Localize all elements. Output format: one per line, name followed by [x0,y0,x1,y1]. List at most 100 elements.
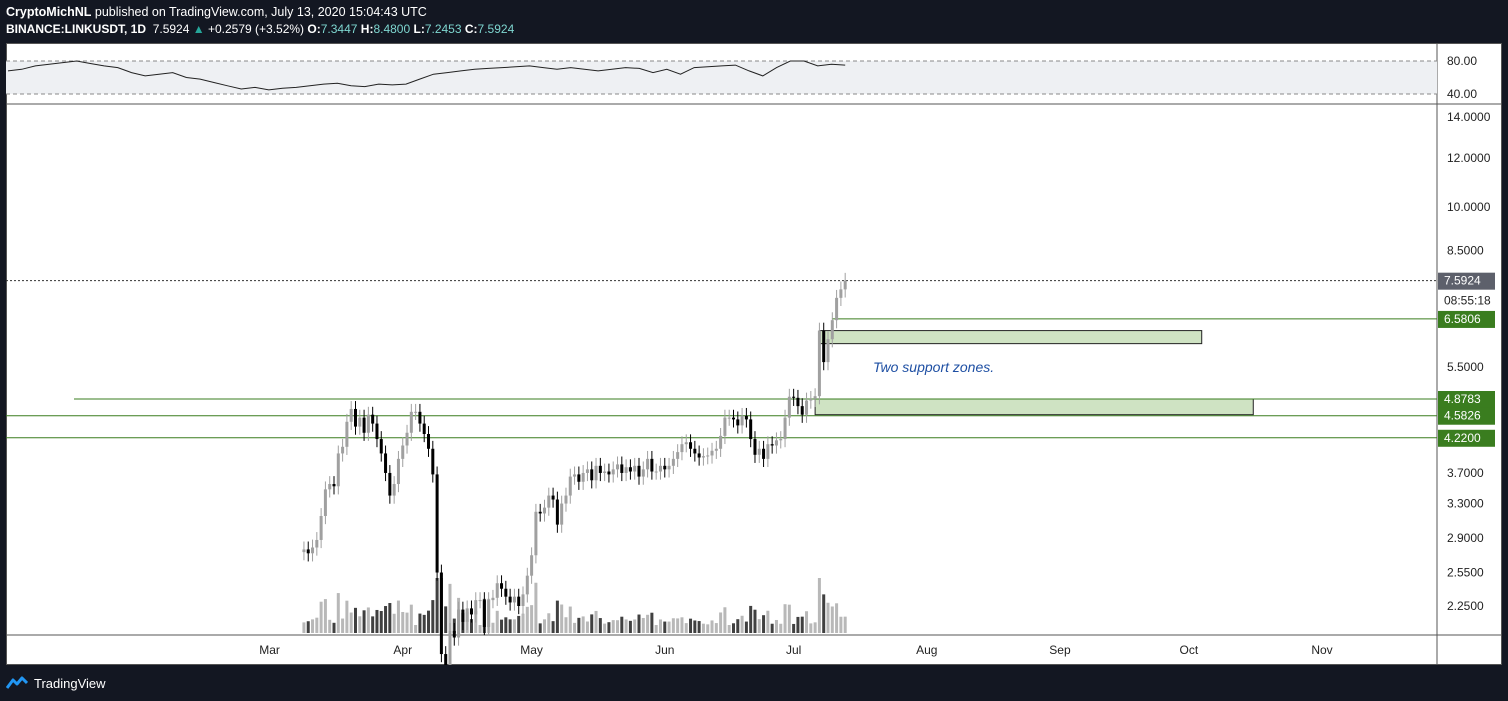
support-zone[interactable] [818,330,1203,345]
candle-body [800,406,804,415]
candle-body [689,442,693,449]
candle-body [654,471,658,473]
candle-body [328,484,332,490]
price-tick-label: 12.0000 [1447,151,1491,165]
volume-bar [474,611,478,633]
candle-body [753,439,757,455]
volume-bar [749,605,753,633]
volume-bar [375,609,379,633]
volume-bar [620,616,624,633]
volume-bar [598,618,602,633]
volume-bar [792,623,796,633]
brand-name[interactable]: TradingView [34,675,106,691]
level-price-badge-bg [1438,429,1495,447]
candle-body [603,471,607,473]
candle-body [650,458,654,472]
rsi-tick-label: 80.00 [1447,54,1477,68]
volume-bar [328,619,332,633]
level-price-badge: 4.2200 [1444,431,1481,445]
volume-bar [315,617,319,633]
volume-bar [689,618,693,633]
candle-body [306,549,310,554]
volume-bar [530,605,534,633]
volume-bar [663,621,667,633]
candle-body [817,330,821,397]
candle-body [719,435,723,449]
volume-bar [839,616,843,633]
up-arrow-icon: ▲ [192,22,205,36]
volume-bar [512,619,516,633]
candle-body [319,515,323,540]
time-tick-label: Jun [655,643,674,657]
volume-bar [435,578,439,633]
candle-body [358,417,362,427]
volume-bar [538,623,542,633]
low-value: 7.2453 [424,22,462,36]
volume-bar [495,610,499,633]
publish-line: CryptoMichNL published on TradingView.co… [6,4,514,21]
countdown-badge: 08:55:18 [1444,294,1491,308]
candle-body [714,448,718,451]
time-tick-label: Nov [1311,643,1332,657]
candle-body [551,495,555,500]
candle-body [740,415,744,426]
candle-body [353,408,357,427]
current-price-badge-bg [1438,272,1495,290]
candle-body [727,417,731,419]
volume-bar [753,609,757,633]
candle-body [384,453,388,473]
candle-body [616,464,620,470]
volume-bar [693,620,697,633]
chart-canvas[interactable]: 80.00 40.00 Two support zones. 14.0000 12.00… [6,43,1502,682]
volume-bar [796,616,800,633]
candle-body [452,630,456,638]
time-tick-label: May [520,643,543,657]
candle-body [375,423,379,440]
candle-body [495,583,499,598]
annotation-text: Two support zones. [873,359,994,375]
countdown-badge-bg [1438,292,1495,310]
volume-bar [654,625,658,633]
volume-bar [323,599,327,633]
candle-body [474,600,478,615]
candle-body [839,289,843,298]
symbol-label[interactable]: BINANCE:LINKUSDT, 1D [6,22,147,36]
candle-body [667,465,671,470]
candle-body [577,474,581,482]
volume-bar [805,611,809,633]
price-tick-label: 2.5500 [1447,566,1484,580]
candle-body [658,465,662,472]
volume-bar [611,620,615,633]
candle-body [792,396,796,398]
candle-body [620,464,624,473]
candle-body [697,453,701,458]
volume-bar [779,623,783,633]
volume-bar [641,617,645,633]
volume-bar [590,614,594,633]
candle-body [633,465,637,472]
candle-body [594,465,598,481]
level-price-badge-bg [1438,407,1495,425]
candle-body [448,630,452,674]
volume-bar [826,602,830,633]
volume-bar [521,613,525,633]
author-name[interactable]: CryptoMichNL [6,5,92,19]
candle-body [676,452,680,459]
candle-body [379,439,383,454]
support-zone[interactable] [814,398,1254,416]
candle-body [392,484,396,496]
candle-body [547,495,551,508]
candle-body [637,465,641,477]
candle-body [590,469,594,481]
candle-body [826,339,830,363]
candle-body [500,583,504,589]
tradingview-logo-icon[interactable] [6,676,28,690]
volume-bar [577,617,581,633]
chart-panel[interactable]: 80.00 40.00 Two support zones. 14.0000 12.00… [6,43,1502,682]
candle-body [646,458,650,470]
candle-body [701,456,705,458]
volume-bar [349,612,353,633]
chart-header: CryptoMichNL published on TradingView.co… [6,4,514,38]
time-tick-label: Mar [259,643,280,657]
price-tick-label: 2.2500 [1447,599,1484,613]
